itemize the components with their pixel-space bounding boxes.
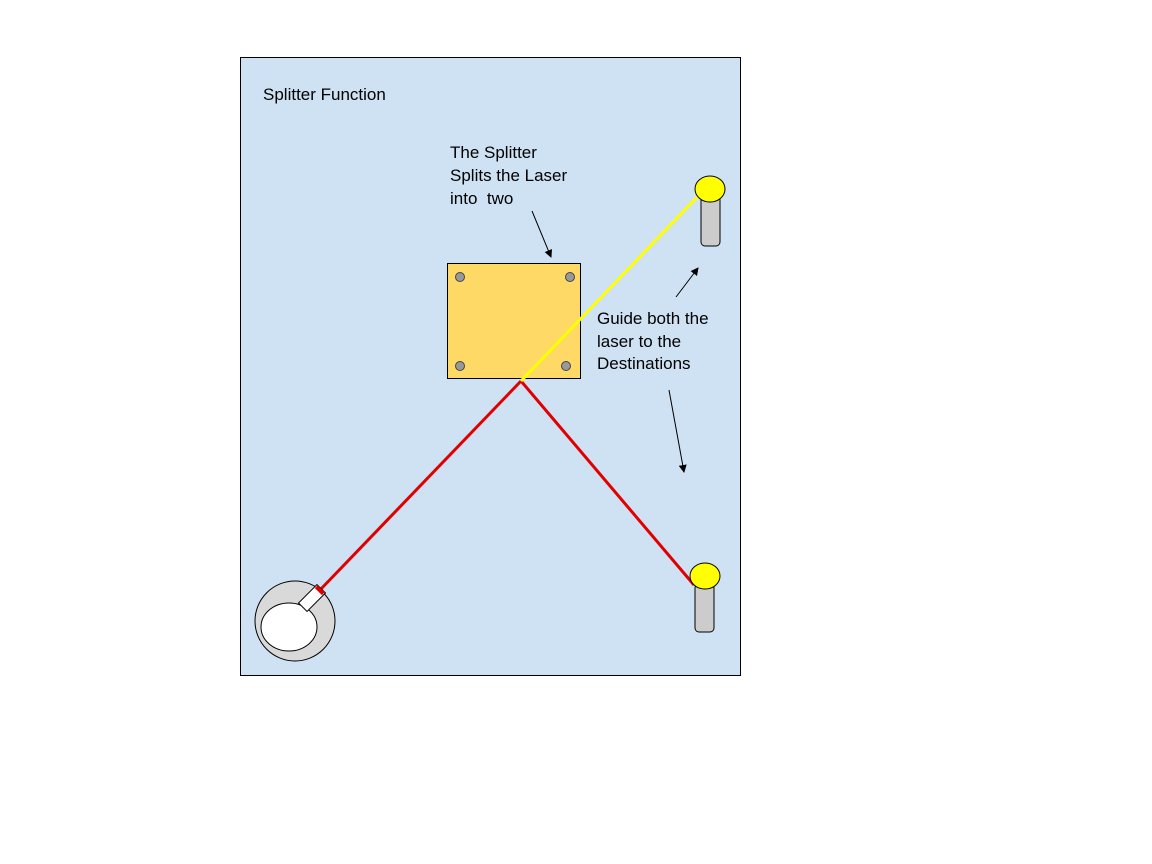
- guide-note-line-1: Guide both the: [597, 309, 709, 328]
- screw-icon: [455, 272, 465, 282]
- destination-post-upper: [700, 195, 721, 247]
- laser-nozzle-tip: [314, 585, 325, 596]
- splitter-note-line-1: The Splitter: [450, 143, 537, 162]
- page-title: Splitter Function: [263, 85, 386, 104]
- beam-splitter-icon[interactable]: [447, 263, 581, 379]
- splitter-note-line-3: into two: [450, 189, 513, 208]
- target-post-icon[interactable]: [694, 175, 726, 247]
- splitter-block[interactable]: [447, 263, 581, 379]
- screw-icon: [565, 272, 575, 282]
- target-post-icon[interactable]: [689, 562, 721, 633]
- laser-emitter-icon[interactable]: [254, 580, 336, 662]
- screw-icon: [561, 361, 571, 371]
- laser-beam-incoming: [318, 379, 523, 592]
- splitter-note-arrow: [531, 210, 553, 258]
- guide-note-arrow-down: [668, 389, 687, 473]
- laser-beam-reflected: [519, 380, 696, 586]
- destination-target-lower[interactable]: [689, 562, 721, 590]
- screw-icon: [455, 361, 465, 371]
- laser-beam-split: [519, 192, 702, 383]
- laser-source-core: [260, 602, 318, 652]
- guide-note-arrow-up: [675, 267, 699, 298]
- destination-post-lower: [694, 583, 715, 633]
- destination-target-upper[interactable]: [694, 175, 726, 203]
- splitter-note-line-2: Splits the Laser: [450, 166, 568, 185]
- guide-note-line-2: laser to the: [597, 332, 681, 351]
- guide-note-line-3: Destinations: [597, 354, 691, 373]
